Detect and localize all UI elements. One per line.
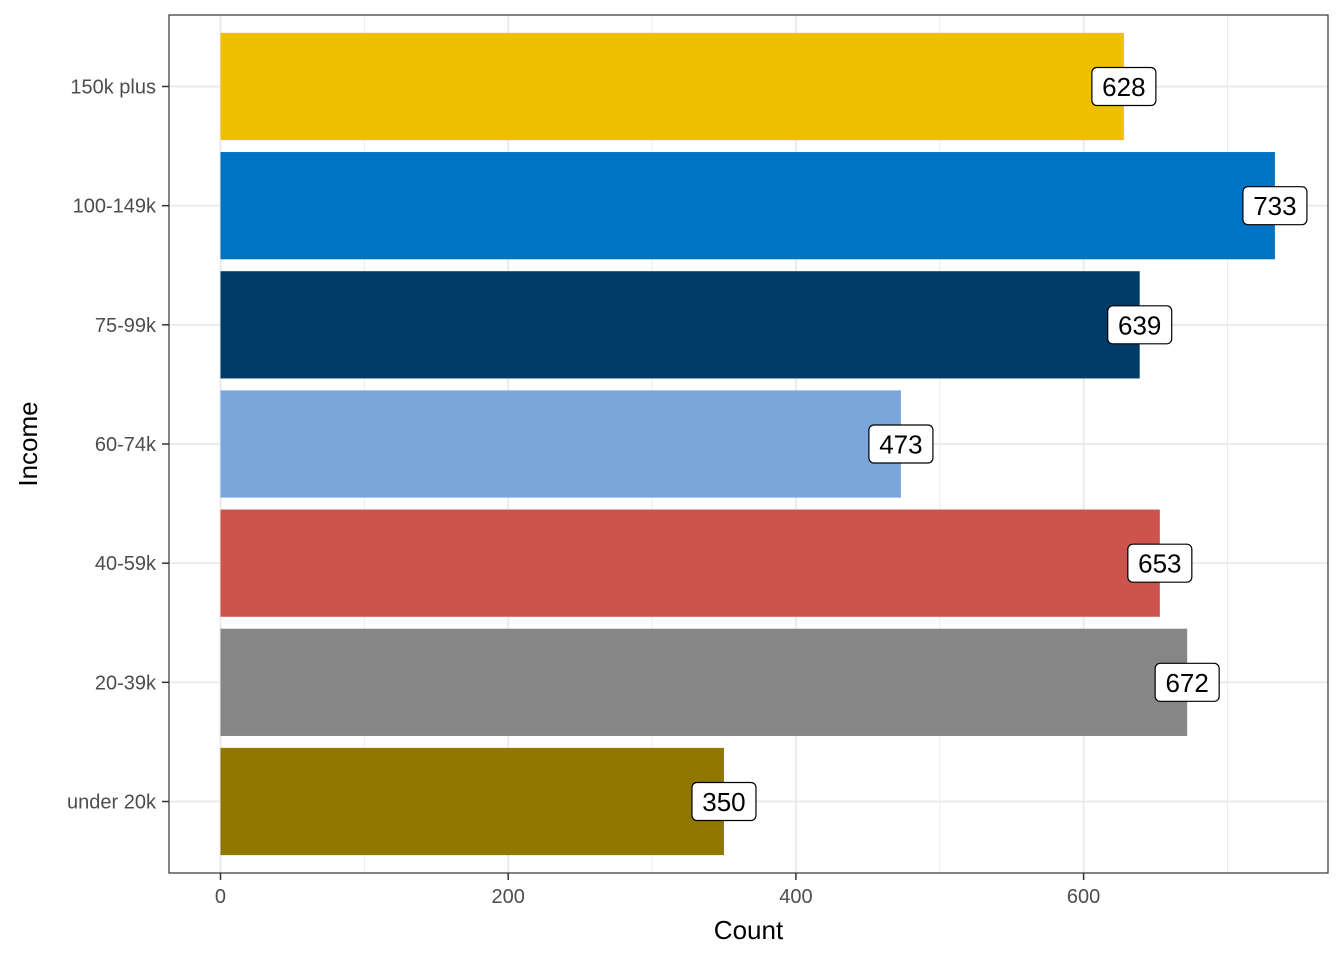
data-label: 653 [1127,543,1193,583]
y-tick-label: 60-74k [95,434,157,456]
data-label-box [1091,66,1157,107]
x-axis-title: Count [714,915,784,945]
data-label-text: 733 [1253,191,1296,221]
data-label: 473 [868,424,934,464]
data-labels: 628 733 639 473 653 672 350 [691,66,1308,822]
data-label-text: 473 [879,430,922,460]
data-label: 733 [1242,186,1308,226]
x-tick-label: 200 [492,886,525,908]
bar [220,32,1124,141]
bar [220,271,1140,379]
data-label: 350 [691,781,757,822]
bar [220,390,901,498]
y-tick-label: 150k plus [70,77,156,99]
data-label: 628 [1091,66,1157,107]
data-label-box [1107,305,1173,345]
bar [220,509,1160,617]
x-axis: 0 200 400 600 [215,873,1100,908]
y-tick-label: 40-59k [95,553,157,575]
data-label: 672 [1154,662,1220,702]
y-tick-label: 20-39k [95,672,157,694]
data-label-text: 653 [1138,549,1181,579]
data-label-text: 350 [702,787,745,817]
y-tick-label: under 20k [67,792,157,814]
data-label-box [691,781,757,822]
bar [220,628,1188,736]
data-label: 639 [1107,305,1173,345]
x-tick-label: 0 [215,886,226,908]
y-axis: 150k plus 100-149k 75-99k 60-74k 40-59k 20-39… [67,77,169,814]
x-tick-label: 600 [1067,886,1100,908]
data-label-text: 639 [1118,310,1161,340]
data-label-text: 672 [1165,668,1208,698]
data-label-text: 628 [1102,72,1145,102]
data-label-box [1154,662,1220,702]
bar [220,152,1275,260]
y-axis-title: Income [13,401,43,486]
y-tick-label: 75-99k [95,315,157,337]
bar [220,747,724,856]
data-label-box [1242,186,1308,226]
y-tick-label: 100-149k [73,196,157,218]
x-tick-label: 400 [779,886,812,908]
data-label-box [868,424,934,464]
data-label-box [1127,543,1193,583]
bars [220,32,1275,856]
